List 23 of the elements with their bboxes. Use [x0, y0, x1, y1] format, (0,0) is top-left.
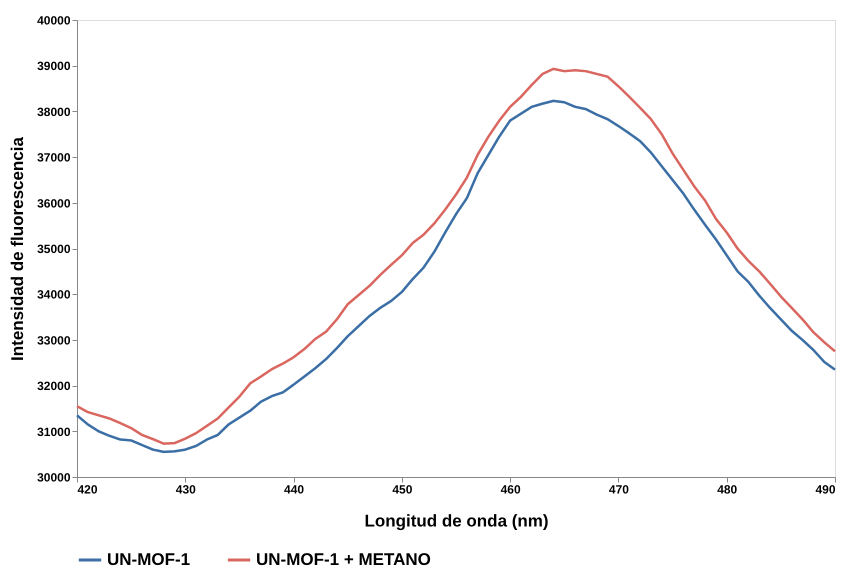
y-tick-label: 34000	[37, 288, 71, 302]
y-tick-label: 38000	[37, 104, 71, 119]
x-axis-title: Longitud de onda (nm)	[364, 512, 549, 530]
y-axis-title: Intensidad de fluorescencia	[8, 136, 28, 361]
y-tick-label: 31000	[37, 424, 71, 439]
x-tick-label: 460	[500, 482, 521, 496]
legend-label: UN-MOF-1 + METANO	[256, 550, 431, 569]
x-tick-label: 430	[176, 482, 196, 496]
y-tick-label: 33000	[37, 333, 71, 348]
y-tick-label: 35000	[37, 242, 71, 256]
y-tick-label: 39000	[37, 59, 71, 74]
x-tick-label: 480	[717, 482, 738, 496]
y-tick-label: 32000	[37, 379, 71, 394]
x-tick-label: 420	[78, 482, 98, 496]
x-tick-label: 450	[392, 482, 413, 496]
y-tick-label: 36000	[37, 196, 71, 210]
legend-label: UN-MOF-1	[107, 550, 190, 569]
x-tick-label: 470	[608, 482, 630, 496]
x-tick-label: 490	[815, 482, 836, 496]
y-tick-label: 30000	[37, 470, 71, 484]
x-tick-label: 440	[284, 482, 304, 496]
y-tick-label: 40000	[37, 14, 71, 28]
y-tick-label: 37000	[37, 150, 71, 165]
